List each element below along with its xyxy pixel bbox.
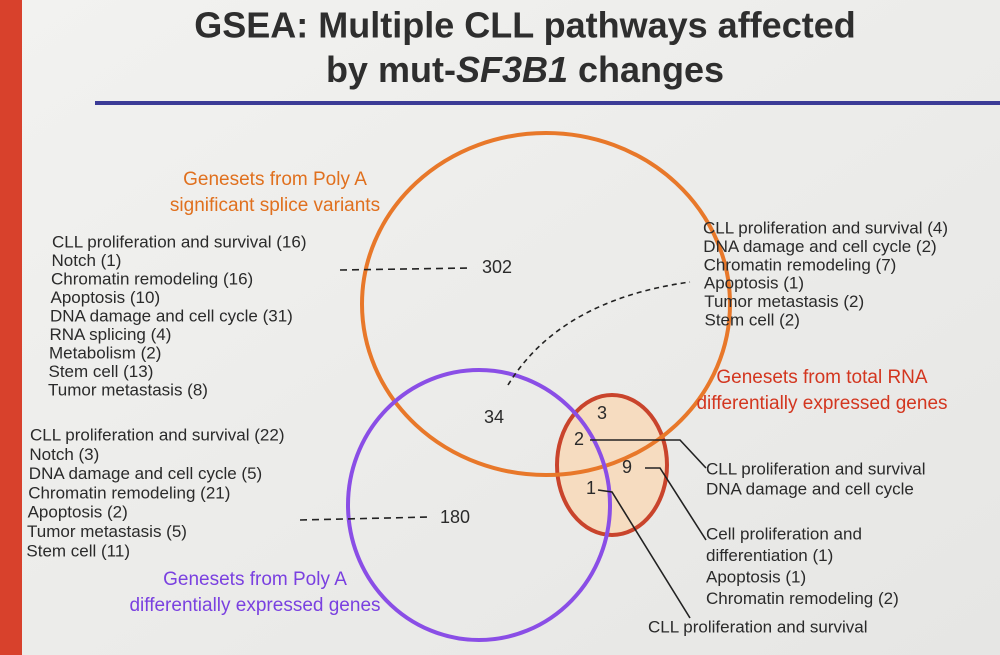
pathway-item: Chromatin remodeling (21) [28, 483, 230, 502]
pathway-item: Tumor metastasis (5) [27, 522, 187, 541]
title-gene: SF3B1 [456, 49, 568, 90]
pathway-item: Notch (1) [52, 251, 122, 270]
region-count: 9 [622, 457, 632, 477]
pathway-item: DNA damage and cell cycle [706, 479, 914, 498]
set-label: significant splice variants [170, 195, 380, 216]
connector [299, 516, 431, 521]
connectors [299, 267, 707, 619]
region-count: 3 [597, 403, 607, 423]
set-label: Genesets from Poly A [183, 169, 367, 190]
pathway-item: Notch (3) [29, 445, 99, 464]
region-count: 2 [574, 429, 584, 449]
pathway-item: Stem cell (11) [26, 541, 130, 560]
pathway-item: Apoptosis (1) [704, 274, 804, 293]
pathway-item: CLL proliferation and survival (22) [30, 425, 285, 444]
pathway-item: Chromatin remodeling (16) [51, 269, 253, 288]
region-count: 34 [484, 407, 504, 427]
pathway-item: Cell proliferation and [706, 524, 862, 543]
set-label: differentially expressed genes [129, 595, 380, 616]
pathway-item: Stem cell (13) [49, 362, 154, 381]
set-label: Genesets from Poly A [163, 569, 347, 590]
pathway-item: Chromatin remodeling (2) [706, 589, 899, 608]
pathway-item: Metabolism (2) [49, 343, 161, 362]
pathway-item: Tumor metastasis (8) [48, 380, 208, 399]
pathway-item: DNA damage and cell cycle (31) [50, 306, 293, 325]
region-count: 302 [482, 257, 512, 277]
set-circle-splice [360, 131, 732, 477]
connector [507, 281, 691, 386]
pathway-item: CLL proliferation and survival (4) [703, 218, 948, 237]
set-circle-polya-de [346, 368, 612, 642]
pathway-item: CLL proliferation and survival [706, 459, 926, 478]
set-label: Genesets from total RNA [716, 367, 928, 388]
connector [597, 489, 691, 619]
pathway-item: Apoptosis (1) [706, 567, 806, 586]
pathway-item: RNA splicing (4) [50, 325, 172, 344]
pathway-item: DNA damage and cell cycle (2) [703, 237, 936, 256]
pathway-item: CLL proliferation and survival (16) [52, 232, 307, 251]
pathway-item: Chromatin remodeling (7) [704, 255, 897, 274]
title-line: GSEA: Multiple CLL pathways affected [194, 5, 855, 46]
region-count: 180 [440, 507, 470, 527]
pathway-item: differentiation (1) [706, 546, 833, 565]
connector [645, 467, 707, 541]
pathway-item: Apoptosis (10) [51, 288, 161, 307]
pathway-item: CLL proliferation and survival [648, 617, 868, 636]
pathway-item: Apoptosis (2) [28, 503, 128, 522]
title-part: by mut- [326, 49, 456, 90]
pathway-item: Tumor metastasis (2) [704, 292, 864, 311]
pathway-item: DNA damage and cell cycle (5) [29, 464, 262, 483]
connector [590, 439, 707, 469]
region-count: 1 [586, 478, 596, 498]
title-part: changes [568, 49, 724, 90]
title-line: by mut-SF3B1 changes [326, 49, 724, 90]
connector [339, 267, 471, 271]
set-label: differentially expressed genes [696, 393, 947, 414]
side-strip [0, 0, 22, 655]
pathway-item: Stem cell (2) [705, 310, 800, 329]
